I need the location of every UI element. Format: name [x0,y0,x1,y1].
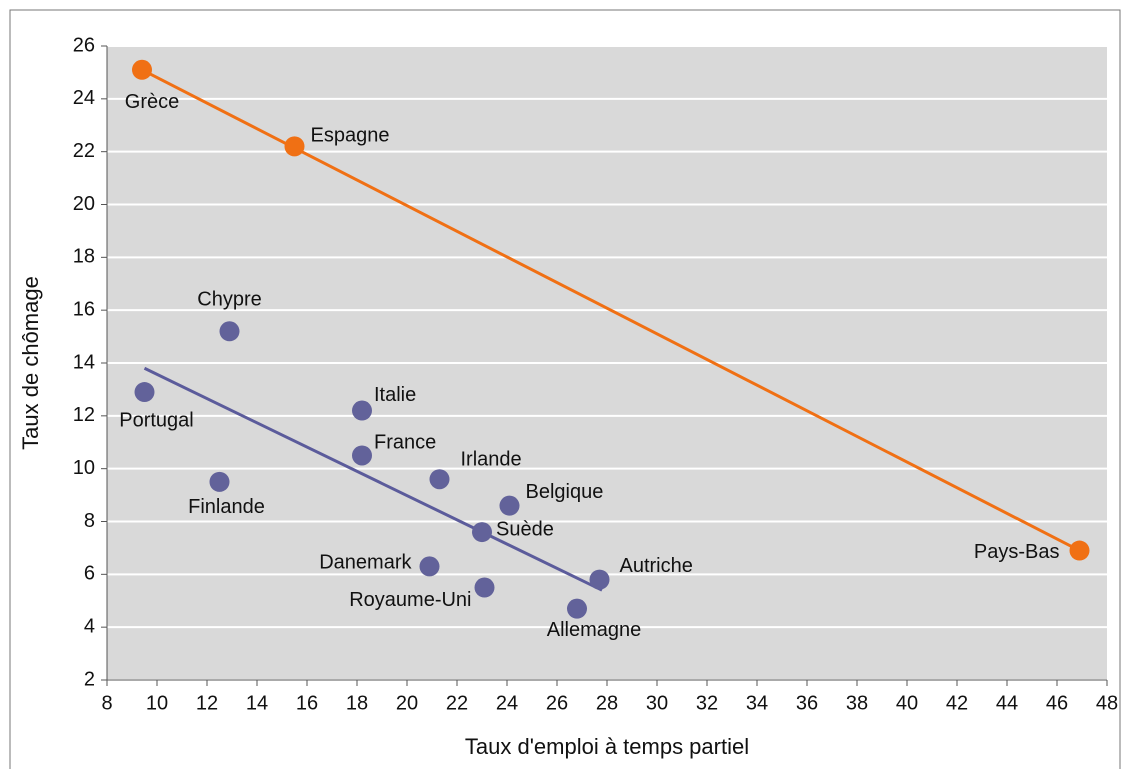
frame [9,9,1121,774]
point-label: Danemark [319,552,412,574]
y-tick-label: 20 [73,193,95,215]
y-tick-label: 10 [73,457,95,479]
point [134,382,155,403]
point-label: Suède [496,518,554,540]
point-label: Pays-Bas [974,541,1060,563]
point [589,569,610,590]
point [352,400,372,421]
point [132,59,152,80]
point [1069,540,1090,561]
x-tick-label: 26 [546,692,568,714]
y-axis-title: Taux de chômage [18,276,43,450]
x-tick-label: 32 [696,692,718,714]
x-tick-label: 36 [796,692,818,714]
point [499,495,520,516]
point-label: Belgique [526,481,604,503]
x-axis-title: Taux d'emploi à temps partiel [465,734,749,759]
point-label: Portugal [119,409,194,431]
point [474,577,495,598]
point-label: Espagne [311,125,390,147]
x-tick-label: 44 [996,692,1018,714]
point-label: Italie [374,384,416,406]
x-tick-label: 16 [296,692,318,714]
trend-line [143,366,603,592]
point [284,136,305,157]
point [219,321,240,342]
x-tick-label: 28 [596,692,618,714]
x-tick-label: 48 [1096,692,1118,714]
point-label: Autriche [620,555,693,577]
point-label: Grèce [125,91,179,113]
point [209,471,230,492]
point [352,445,372,466]
x-tick-label: 46 [1046,692,1068,714]
x-tick-label: 18 [346,692,368,714]
y-tick-label: 26 [73,34,95,56]
point-label: Irlande [461,449,522,471]
y-tick-label: 24 [73,87,95,109]
x-tick-label: 42 [946,692,968,714]
y-tick-label: 8 [84,510,95,532]
y-tick-label: 2 [84,668,95,690]
point [472,522,492,543]
x-tick-label: 24 [496,692,518,714]
x-tick-label: 8 [101,692,112,714]
y-tick-label: 22 [73,140,95,162]
point-label: Royaume-Uni [349,589,471,611]
point [419,556,440,577]
point [567,598,587,619]
x-tick-label: 38 [846,692,868,714]
y-tick-label: 16 [73,298,95,320]
x-tick-label: 22 [446,692,468,714]
x-tick-label: 40 [896,692,918,714]
y-tick-label: 14 [73,351,95,373]
x-tick-label: 12 [196,692,218,714]
point-label: France [374,432,436,454]
y-tick-label: 18 [73,246,95,268]
point-label: Finlande [188,496,265,518]
y-tick-label: 6 [84,563,95,585]
point [429,469,450,490]
x-tick-label: 20 [396,692,418,714]
y-tick-label: 12 [73,404,95,426]
x-tick-label: 34 [746,692,768,714]
x-tick-label: 10 [146,692,168,714]
x-tick-label: 14 [246,692,268,714]
point-label: Chypre [197,289,261,311]
y-tick-label: 4 [84,615,95,637]
x-tick-label: 30 [646,692,668,714]
point-label: Allemagne [547,619,642,641]
